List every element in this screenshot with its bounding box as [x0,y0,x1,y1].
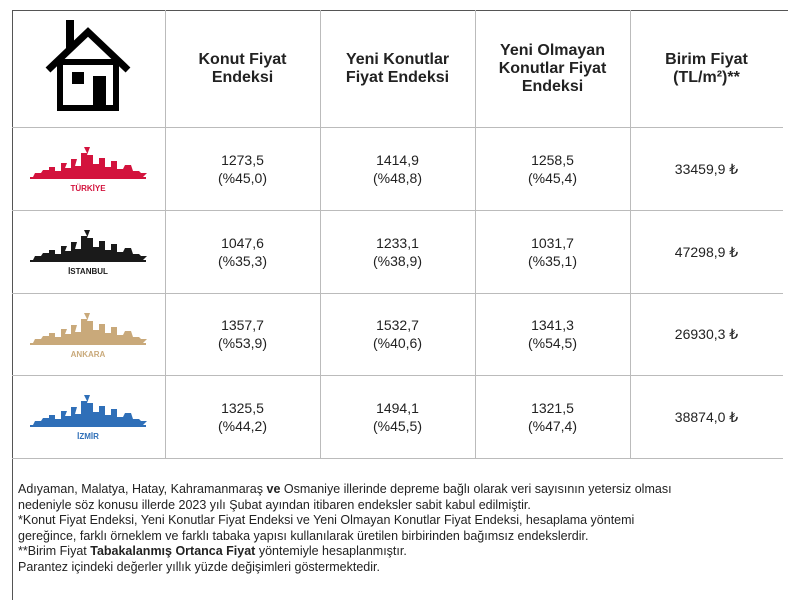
cell-line: 1031,7 [531,234,574,251]
cell-line: 1273,5 [221,151,264,168]
note-line: gereğince, farklı örneklem ve farklı tab… [18,529,788,545]
cell-line: 1047,6 [221,234,264,251]
cell: 33459,9 ₺ [630,127,783,210]
col-line [165,10,166,458]
cell-line: (%44,2) [217,417,268,434]
note-text: *Konut Fiyat Endeksi, Yeni Konutlar Fiya… [18,513,635,527]
cell-line: (%40,6) [372,335,423,351]
cell: 1341,3 (%54,5) [475,293,630,375]
cell-line: (%45,0) [217,169,268,186]
skyline-base [30,343,146,345]
note-text: Adıyaman, Malatya, Hatay, Kahramanmaraş [18,482,267,496]
note-text: ve [266,482,281,496]
cell: 1233,1 (%38,9) [320,210,475,293]
cell-line: (%54,5) [527,335,578,351]
column-header: Yeni Konutlar Fiyat Endeksi [345,50,450,86]
note-text: yöntemiyle hesaplanmıştır. [255,544,407,558]
row-line [12,458,783,459]
cell-line: 1321,5 [531,399,574,416]
city-label: İZMİR [77,432,99,441]
col-line [630,10,631,458]
cell-line: (%38,9) [372,252,423,269]
cell-line: 1325,5 [221,399,264,416]
note-line: nedeniyle söz konusu illerde 2023 yılı Ş… [18,498,788,514]
cell: 1532,7 (%40,6) [320,293,475,375]
note-text: Osmaniye illerinde depreme bağlı olarak … [280,482,672,496]
row-line [12,293,783,294]
row-line [12,127,783,128]
frame [12,10,788,600]
cell: 1273,5 (%45,0) [165,127,320,210]
note-text: gereğince, farklı örneklem ve farklı tab… [18,528,589,543]
cell: 1325,5 (%44,2) [165,375,320,458]
cell-line: 1258,5 [531,151,574,168]
row-line [12,375,783,376]
cell-line: 1357,7 [221,317,264,333]
cell-line: (%48,8) [372,169,423,186]
cell-line: (%45,4) [527,169,578,186]
cell-line: 47298,9 ₺ [674,243,739,260]
city-label: TÜRKİYE [70,184,106,193]
skyline [33,395,147,425]
city-label: İSTANBUL [68,267,108,276]
note-text: **Birim Fiyat [18,544,91,558]
col-line [320,10,321,458]
cell: 1494,1 (%45,5) [320,375,475,458]
cell-line: 1341,3 [531,317,574,333]
note-line: Adıyaman, Malatya, Hatay, Kahramanmaraş … [18,482,788,498]
cell-line: (%47,4) [527,417,578,434]
cell: 26930,3 ₺ [630,293,783,375]
note-line: *Konut Fiyat Endeksi, Yeni Konutlar Fiya… [18,513,788,529]
note-line: Parantez içindeki değerler yıllık yüzde … [18,560,788,576]
cell-line: (%35,1) [527,252,578,269]
note-text: Parantez içindeki değerler yıllık yüzde … [18,559,380,574]
cell-line: 33459,9 ₺ [674,160,739,177]
cell-line: (%35,3) [217,252,268,269]
cell: 38874,0 ₺ [630,375,783,458]
column-header: Birim Fiyat (TL/m²)** [665,50,748,86]
note-text: Tabakalanmış Ortanca Fiyat [90,544,256,558]
cell-line: 1414,9 [376,151,419,168]
city-label: ANKARA [71,350,106,359]
column-header: Yeni Olmayan Konutlar Fiyat Endeksi [498,41,607,95]
row-line [12,210,783,211]
cell: 1047,6 (%35,3) [165,210,320,293]
cell: 47298,9 ₺ [630,210,783,293]
col-line [475,10,476,458]
cell: 1414,9 (%48,8) [320,127,475,210]
cell: 1031,7 (%35,1) [475,210,630,293]
skyline [33,230,147,260]
cell-line: 26930,3 ₺ [674,326,739,342]
cell-line: 1233,1 [376,234,419,251]
skyline-base [30,260,146,262]
column-header: Konut Fiyat Endeksi [198,50,287,86]
cell-line: 1532,7 [376,317,419,333]
note-line: **Birim Fiyat Tabakalanmış Ortanca Fiyat… [18,544,788,560]
skyline-base [30,425,146,427]
skyline [33,147,147,177]
cell-line: 1494,1 [376,399,419,416]
skyline [33,313,147,343]
cell: 1357,7 (%53,9) [165,293,320,375]
note-text: nedeniyle söz konusu illerde 2023 yılı Ş… [18,497,531,512]
cell-line: (%53,9) [217,335,268,351]
cell-line: 38874,0 ₺ [674,408,739,425]
cell: 1258,5 (%45,4) [475,127,630,210]
skyline-base [30,177,146,179]
notes: Adıyaman, Malatya, Hatay, Kahramanmaraş … [18,482,788,575]
cell: 1321,5 (%47,4) [475,375,630,458]
house-icon [45,20,131,111]
cell-line: (%45,5) [372,417,423,434]
